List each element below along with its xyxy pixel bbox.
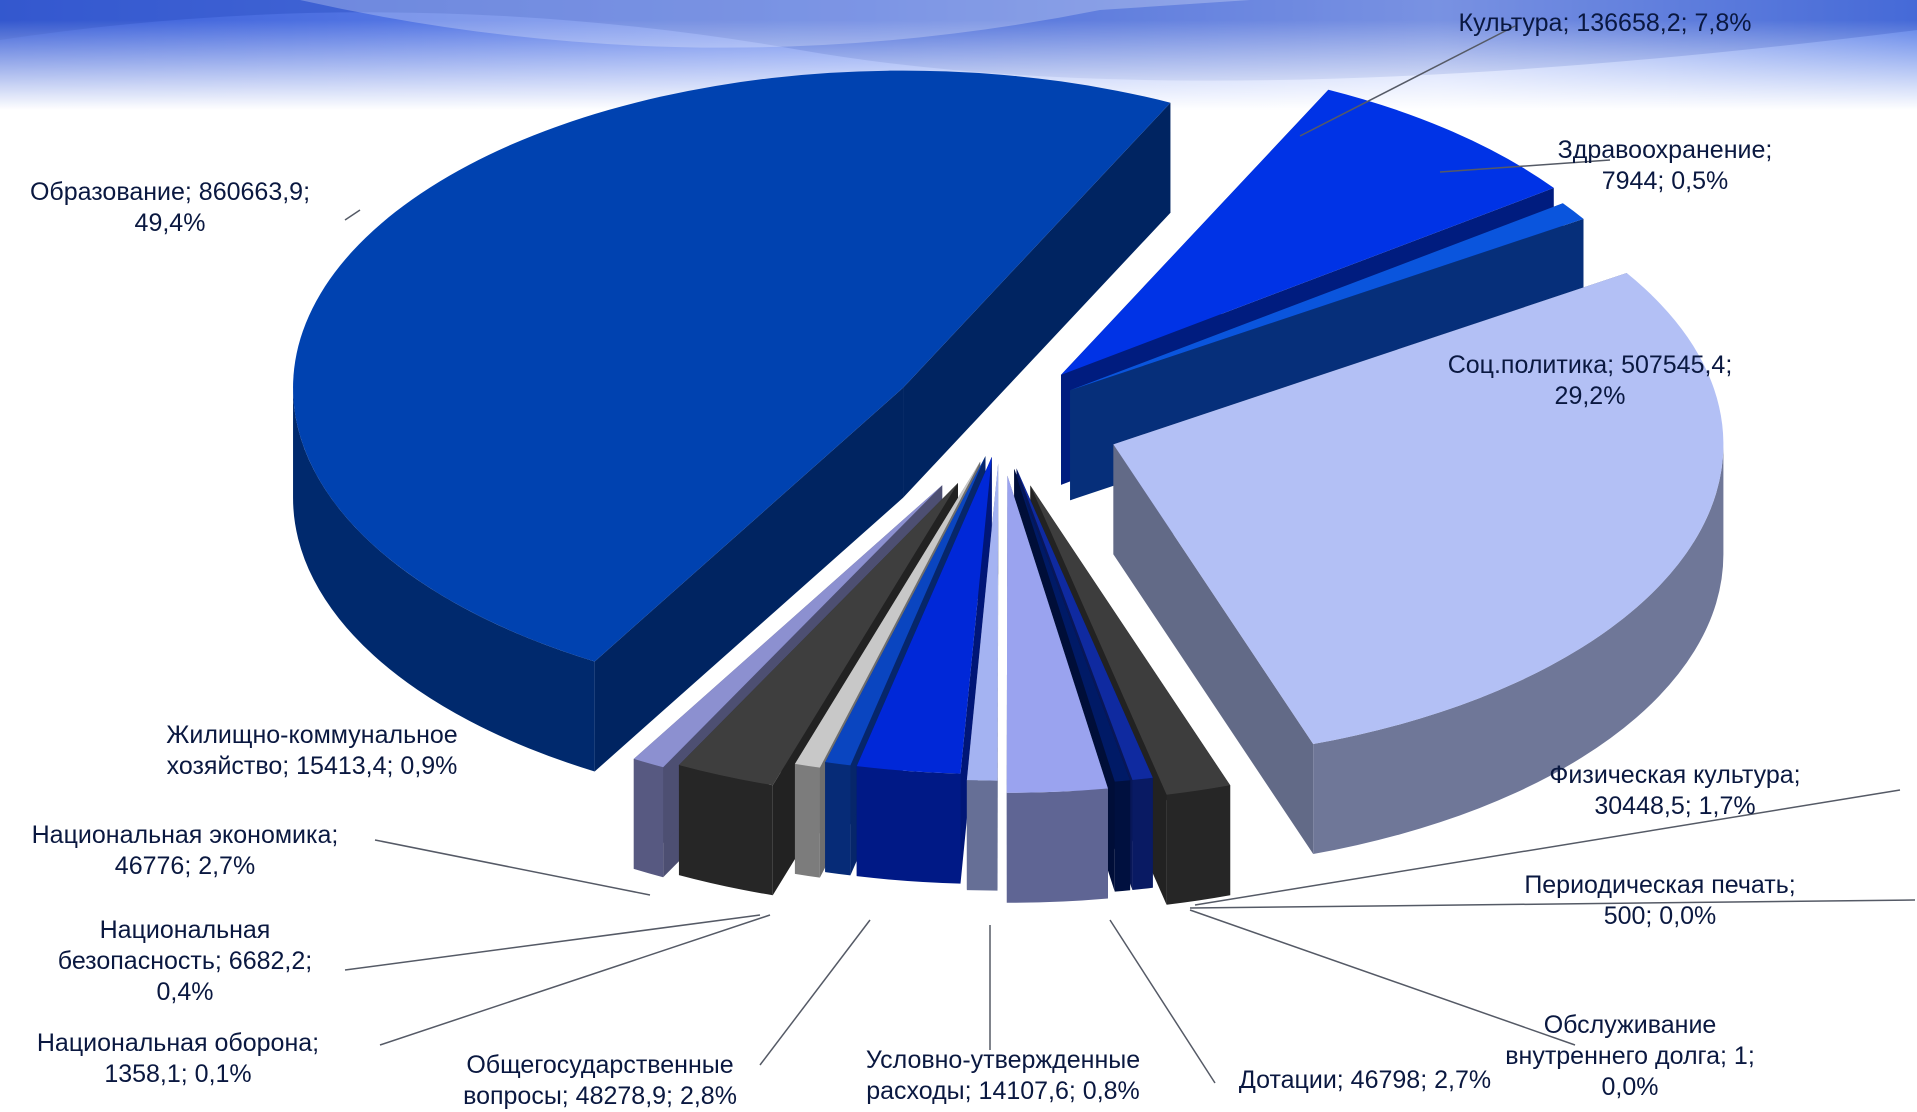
data-label-line: безопасность; 6682,2;: [57, 947, 313, 975]
data-label-line: 500; 0,0%: [1603, 902, 1717, 930]
data-label-line: 0,4%: [156, 978, 214, 1006]
data-label-line: 7944; 0,5%: [1601, 167, 1729, 195]
data-label-line: хозяйство; 15413,4; 0,9%: [166, 752, 458, 780]
data-label-line: Культура; 136658,2; 7,8%: [1458, 9, 1752, 37]
data-label: Национальная безопасность; 6682,2; 0,4%: [58, 915, 312, 1008]
data-label-line: Соц.политика; 507545,4;: [1447, 351, 1733, 379]
slice-общегосударственные-вопросы: [856, 456, 992, 884]
data-label: Условно-утвержденные расходы; 14107,6; 0,…: [866, 1045, 1140, 1107]
data-label-line: Общегосударственные: [466, 1051, 734, 1079]
leader-line: [1189, 909, 1576, 1046]
data-label-line: 1358,1; 0,1%: [104, 1060, 252, 1088]
data-label: Физическая культура; 30448,5; 1,7%: [1549, 760, 1800, 822]
leader-line: [379, 914, 771, 1046]
data-label-line: Жилищно-коммунальное: [166, 721, 458, 749]
data-label-line: 30448,5; 1,7%: [1594, 792, 1756, 820]
slice-дотации: [1006, 475, 1108, 903]
leader-line: [344, 209, 361, 221]
data-label-line: Условно-утвержденные: [865, 1046, 1141, 1074]
pie-slices: [293, 70, 1724, 905]
leader-line: [374, 839, 651, 896]
data-label: Периодическая печать; 500; 0,0%: [1524, 870, 1795, 932]
leader-line: [1109, 919, 1216, 1084]
data-label-line: Национальная: [99, 916, 271, 944]
data-label: Культура; 136658,2; 7,8%: [1459, 8, 1752, 39]
leader-line: [1439, 159, 1611, 173]
data-label: Жилищно-коммунальное хозяйство; 15413,4; …: [166, 720, 457, 782]
data-label-line: вопросы; 48278,9; 2,8%: [463, 1082, 737, 1110]
data-label-line: Физическая культура;: [1549, 761, 1801, 789]
leader-line: [1189, 899, 1916, 909]
data-label: Обслуживание внутреннего долга; 1; 0,0%: [1505, 1010, 1755, 1103]
slice-условно-утвержденные-расходы: [966, 463, 999, 891]
data-label-line: Обслуживание: [1543, 1011, 1717, 1039]
data-label: Соц.политика; 507545,4; 29,2%: [1448, 350, 1733, 412]
leader-lines: [344, 25, 1916, 1084]
data-label-line: внутреннего долга; 1;: [1505, 1042, 1755, 1070]
data-label-line: Национальная оборона;: [36, 1029, 320, 1057]
data-label-line: Национальная экономика;: [31, 821, 339, 849]
data-label-line: расходы; 14107,6; 0,8%: [866, 1077, 1140, 1105]
data-label-line: 0,0%: [1601, 1073, 1659, 1101]
data-label: Дотации; 46798; 2,7%: [1239, 1065, 1491, 1096]
data-label: Национальная экономика; 46776; 2,7%: [32, 820, 339, 882]
leader-line: [344, 914, 761, 971]
leader-line: [759, 919, 871, 1066]
data-label-line: 46776; 2,7%: [114, 852, 256, 880]
data-label: Общегосударственные вопросы; 48278,9; 2,8…: [463, 1050, 737, 1112]
data-label-line: Здравоохранение;: [1557, 136, 1773, 164]
data-label: Здравоохранение; 7944; 0,5%: [1558, 135, 1773, 197]
data-label-line: Периодическая печать;: [1524, 871, 1796, 899]
data-label: Национальная оборона; 1358,1; 0,1%: [37, 1028, 319, 1090]
data-label-line: Образование; 860663,9;: [29, 178, 311, 206]
leader-line: [1194, 789, 1901, 906]
header-banner: [0, 0, 1917, 110]
data-label-line: 49,4%: [134, 209, 206, 237]
data-label-line: 29,2%: [1554, 382, 1626, 410]
slice-образование: [293, 70, 1171, 772]
slice-соц-политика: [1113, 273, 1724, 855]
data-label-line: Дотации; 46798; 2,7%: [1238, 1066, 1492, 1094]
data-label: Образование; 860663,9; 49,4%: [30, 177, 310, 239]
leader-line: [1299, 25, 1516, 137]
